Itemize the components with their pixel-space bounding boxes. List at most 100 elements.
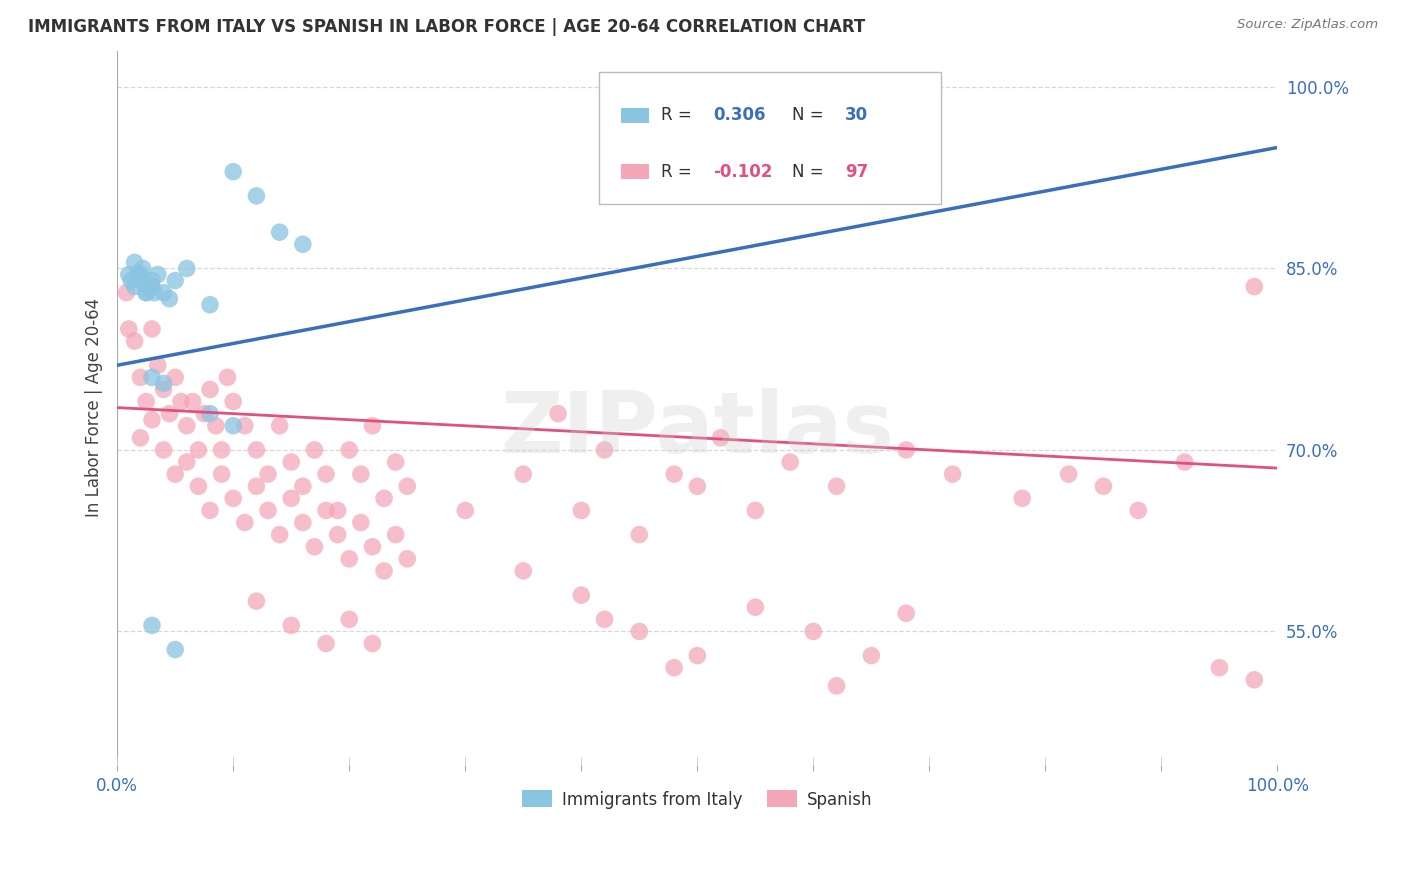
Point xyxy=(127,268,149,282)
Point xyxy=(129,268,152,282)
Point xyxy=(1174,455,1197,469)
Point xyxy=(1208,661,1230,675)
FancyBboxPatch shape xyxy=(599,72,941,204)
Point xyxy=(384,527,406,541)
Text: R =: R = xyxy=(661,162,697,180)
Text: R =: R = xyxy=(661,106,697,124)
Point xyxy=(132,261,155,276)
FancyBboxPatch shape xyxy=(621,108,648,122)
Point xyxy=(138,279,160,293)
Point xyxy=(118,268,141,282)
Point xyxy=(245,442,267,457)
Point xyxy=(143,285,166,300)
Point xyxy=(291,516,314,530)
Text: ZIPatlas: ZIPatlas xyxy=(501,387,894,470)
Point xyxy=(211,467,233,482)
Point xyxy=(124,255,146,269)
Point xyxy=(222,418,245,433)
Point xyxy=(337,442,360,457)
Point xyxy=(129,431,152,445)
Point xyxy=(257,467,280,482)
Point xyxy=(825,479,848,493)
Point xyxy=(361,540,384,554)
Point xyxy=(269,527,291,541)
Point xyxy=(1011,491,1033,506)
Point xyxy=(124,279,146,293)
Point xyxy=(222,164,245,178)
Point xyxy=(709,431,731,445)
Point xyxy=(662,467,685,482)
Point xyxy=(779,455,801,469)
Point xyxy=(129,370,152,384)
Point xyxy=(141,274,163,288)
Point xyxy=(152,376,174,391)
Point xyxy=(141,322,163,336)
Point xyxy=(141,413,163,427)
Point xyxy=(825,679,848,693)
Point xyxy=(204,418,226,433)
Legend: Immigrants from Italy, Spanish: Immigrants from Italy, Spanish xyxy=(513,782,882,817)
Point xyxy=(373,491,395,506)
Point xyxy=(176,261,198,276)
Point xyxy=(373,564,395,578)
Point xyxy=(569,503,592,517)
Point xyxy=(315,503,337,517)
Point xyxy=(315,636,337,650)
Text: -0.102: -0.102 xyxy=(714,162,773,180)
Text: N =: N = xyxy=(793,106,830,124)
Point xyxy=(120,274,142,288)
Point xyxy=(152,285,174,300)
Point xyxy=(181,394,204,409)
Point xyxy=(686,479,709,493)
Point xyxy=(146,358,169,372)
Text: Source: ZipAtlas.com: Source: ZipAtlas.com xyxy=(1237,18,1378,31)
Point xyxy=(269,225,291,239)
Point xyxy=(187,442,209,457)
Point xyxy=(326,503,349,517)
Point xyxy=(350,467,373,482)
Point xyxy=(269,418,291,433)
Point xyxy=(135,285,157,300)
Point xyxy=(942,467,965,482)
Point xyxy=(245,479,267,493)
Point xyxy=(628,624,651,639)
Point xyxy=(152,442,174,457)
Text: IMMIGRANTS FROM ITALY VS SPANISH IN LABOR FORCE | AGE 20-64 CORRELATION CHART: IMMIGRANTS FROM ITALY VS SPANISH IN LABO… xyxy=(28,18,865,36)
Text: N =: N = xyxy=(793,162,830,180)
Point xyxy=(245,594,267,608)
Point xyxy=(124,334,146,348)
Point xyxy=(165,370,187,384)
Point xyxy=(176,455,198,469)
Point xyxy=(744,503,766,517)
Point xyxy=(222,491,245,506)
Point xyxy=(1243,673,1265,687)
Point xyxy=(686,648,709,663)
Point xyxy=(222,394,245,409)
Point xyxy=(291,237,314,252)
Point xyxy=(744,600,766,615)
Point xyxy=(233,418,256,433)
Point xyxy=(304,540,326,554)
Point xyxy=(454,503,477,517)
Point xyxy=(115,285,138,300)
Point xyxy=(198,298,221,312)
Point xyxy=(315,467,337,482)
Point xyxy=(896,442,918,457)
Point xyxy=(141,279,163,293)
Point xyxy=(141,370,163,384)
Point xyxy=(291,479,314,493)
Point xyxy=(198,503,221,517)
FancyBboxPatch shape xyxy=(621,164,648,178)
Point xyxy=(361,636,384,650)
Point xyxy=(384,455,406,469)
Point xyxy=(217,370,239,384)
Point xyxy=(118,322,141,336)
Point xyxy=(170,394,193,409)
Point xyxy=(245,189,267,203)
Point xyxy=(304,442,326,457)
Point xyxy=(593,612,616,626)
Text: 0.306: 0.306 xyxy=(714,106,766,124)
Point xyxy=(326,527,349,541)
Point xyxy=(193,407,215,421)
Point xyxy=(396,479,419,493)
